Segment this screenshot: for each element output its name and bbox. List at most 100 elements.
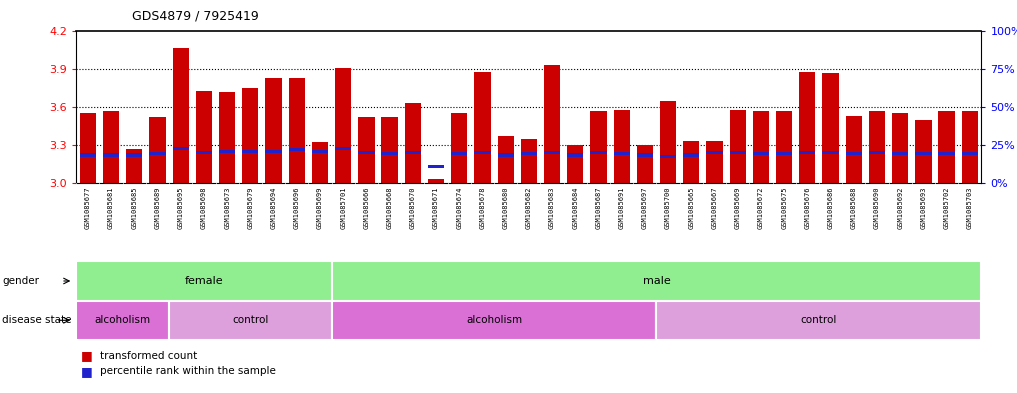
Bar bbox=[637, 153, 653, 156]
Bar bbox=[683, 153, 700, 156]
Bar bbox=[242, 150, 258, 153]
Bar bbox=[823, 73, 839, 183]
Bar bbox=[544, 151, 560, 154]
Bar bbox=[497, 136, 514, 183]
Bar bbox=[405, 103, 421, 183]
Bar bbox=[358, 151, 374, 154]
Bar bbox=[79, 153, 96, 156]
Text: GSM1085674: GSM1085674 bbox=[457, 187, 462, 229]
Text: GSM1085694: GSM1085694 bbox=[271, 187, 277, 229]
Bar bbox=[332, 261, 981, 301]
Bar bbox=[173, 147, 189, 150]
Text: GSM1085700: GSM1085700 bbox=[665, 187, 671, 229]
Text: GSM1085693: GSM1085693 bbox=[920, 187, 926, 229]
Bar bbox=[428, 165, 444, 168]
Text: GSM1085671: GSM1085671 bbox=[433, 187, 439, 229]
Bar bbox=[567, 145, 584, 183]
Text: GSM1085666: GSM1085666 bbox=[363, 187, 369, 229]
Text: GSM1085696: GSM1085696 bbox=[294, 187, 300, 229]
Bar bbox=[590, 151, 606, 154]
Bar bbox=[962, 152, 978, 155]
Bar bbox=[381, 117, 398, 183]
Text: GSM1085673: GSM1085673 bbox=[224, 187, 230, 229]
Bar bbox=[76, 301, 169, 340]
Bar bbox=[613, 110, 630, 183]
Bar bbox=[196, 151, 213, 154]
Bar bbox=[169, 301, 332, 340]
Bar bbox=[149, 117, 166, 183]
Bar bbox=[962, 111, 978, 183]
Text: GSM1085678: GSM1085678 bbox=[479, 187, 485, 229]
Bar bbox=[335, 147, 351, 150]
Bar bbox=[915, 120, 932, 183]
Bar bbox=[335, 68, 351, 183]
Text: GSM1085697: GSM1085697 bbox=[642, 187, 648, 229]
Bar bbox=[312, 150, 328, 153]
Bar bbox=[405, 151, 421, 154]
Text: GSM1085680: GSM1085680 bbox=[502, 187, 508, 229]
Text: GSM1085677: GSM1085677 bbox=[84, 187, 91, 229]
Text: percentile rank within the sample: percentile rank within the sample bbox=[100, 366, 276, 376]
Text: GSM1085681: GSM1085681 bbox=[108, 187, 114, 229]
Text: GSM1085686: GSM1085686 bbox=[828, 187, 834, 229]
Text: ■: ■ bbox=[81, 365, 94, 378]
Text: GSM1085683: GSM1085683 bbox=[549, 187, 555, 229]
Bar bbox=[289, 148, 305, 151]
Text: GSM1085702: GSM1085702 bbox=[944, 187, 950, 229]
Text: transformed count: transformed count bbox=[100, 351, 197, 361]
Bar bbox=[939, 152, 955, 155]
Text: GSM1085701: GSM1085701 bbox=[340, 187, 346, 229]
Text: GSM1085695: GSM1085695 bbox=[178, 187, 184, 229]
Bar bbox=[776, 111, 792, 183]
Text: GSM1085670: GSM1085670 bbox=[410, 187, 416, 229]
Bar bbox=[173, 48, 189, 183]
Bar bbox=[776, 152, 792, 155]
Bar bbox=[497, 153, 514, 156]
Bar bbox=[869, 111, 885, 183]
Text: ■: ■ bbox=[81, 349, 94, 362]
Bar bbox=[126, 153, 142, 156]
Text: GSM1085676: GSM1085676 bbox=[804, 187, 811, 229]
Bar bbox=[332, 301, 657, 340]
Bar bbox=[799, 151, 816, 154]
Text: control: control bbox=[232, 315, 268, 325]
Bar bbox=[521, 152, 537, 155]
Text: GSM1085682: GSM1085682 bbox=[526, 187, 532, 229]
Bar bbox=[613, 152, 630, 155]
Text: GDS4879 / 7925419: GDS4879 / 7925419 bbox=[132, 10, 259, 23]
Bar bbox=[707, 151, 723, 154]
Text: GSM1085685: GSM1085685 bbox=[131, 187, 137, 229]
Bar bbox=[567, 153, 584, 156]
Bar bbox=[289, 78, 305, 183]
Bar bbox=[428, 179, 444, 183]
Text: GSM1085688: GSM1085688 bbox=[851, 187, 856, 229]
Bar bbox=[683, 141, 700, 183]
Text: gender: gender bbox=[2, 276, 39, 286]
Text: GSM1085679: GSM1085679 bbox=[247, 187, 253, 229]
Text: male: male bbox=[643, 276, 670, 286]
Bar bbox=[845, 152, 861, 155]
Bar bbox=[521, 139, 537, 183]
Bar bbox=[915, 152, 932, 155]
Text: disease state: disease state bbox=[2, 315, 71, 325]
Text: GSM1085665: GSM1085665 bbox=[689, 187, 695, 229]
Bar bbox=[637, 145, 653, 183]
Bar bbox=[590, 111, 606, 183]
Bar bbox=[452, 114, 468, 183]
Text: GSM1085703: GSM1085703 bbox=[967, 187, 973, 229]
Text: GSM1085672: GSM1085672 bbox=[758, 187, 764, 229]
Text: control: control bbox=[800, 315, 837, 325]
Text: GSM1085698: GSM1085698 bbox=[201, 187, 206, 229]
Bar bbox=[544, 66, 560, 183]
Bar bbox=[660, 154, 676, 158]
Bar bbox=[845, 116, 861, 183]
Text: GSM1085699: GSM1085699 bbox=[317, 187, 323, 229]
Bar bbox=[869, 151, 885, 154]
Bar bbox=[939, 111, 955, 183]
Bar bbox=[657, 301, 981, 340]
Bar bbox=[799, 72, 816, 183]
Bar bbox=[312, 142, 328, 183]
Bar bbox=[242, 88, 258, 183]
Bar bbox=[76, 261, 332, 301]
Bar bbox=[660, 101, 676, 183]
